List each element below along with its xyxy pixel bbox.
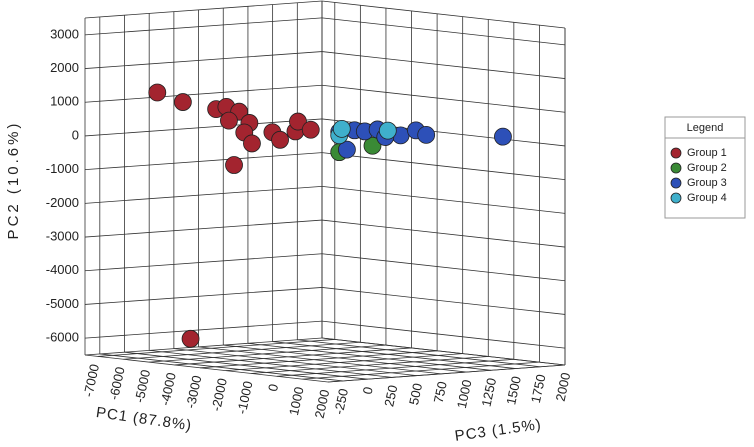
grid-line [99,353,343,382]
legend-title: Legend [687,122,724,134]
x-tick-label: 2000 [312,388,333,419]
y-tick-label: -5000 [46,296,79,311]
grid-line [84,84,323,103]
y-tick-label: 3000 [50,26,79,41]
grid-line [124,351,368,380]
data-point [225,156,243,174]
grid-line [84,185,323,204]
data-point [173,93,192,111]
legend-label: Group 4 [687,192,727,204]
data-point [363,136,382,155]
y-tick-label: 1000 [50,94,79,109]
grid-line [276,358,514,377]
z-tick-label: 1000 [454,378,475,409]
y-tick-label: -6000 [46,330,79,345]
grid-line [84,17,323,36]
grid-line [327,364,566,383]
y-tick-label: 2000 [50,60,79,75]
grid-line [321,337,566,366]
legend-label: Group 1 [687,147,727,159]
x-tick-label: 0 [265,383,281,393]
y-tick-label: -1000 [46,161,79,176]
z-tick-label: 500 [406,382,425,406]
grid-line [84,320,323,339]
grid-line [84,253,323,272]
x-tick-label: -6000 [106,365,128,401]
data-point [301,120,320,139]
legend-marker [670,177,682,189]
z-tick-label: 0 [360,385,376,395]
grid-line [84,51,323,69]
grid-line [223,344,467,373]
grid-line [302,361,540,380]
grid-line [321,320,566,349]
data-point [148,83,167,102]
x-tick-label: -7000 [81,363,103,399]
data-point [289,112,307,131]
data-point [220,111,238,130]
z-tick-label: 1750 [528,373,549,404]
data-point [181,329,200,348]
legend-label: Group 3 [687,177,727,189]
grid-line [321,185,566,214]
z-tick-label: -250 [331,387,351,416]
data-point [332,119,351,138]
grid-line [297,339,541,368]
data-point [378,121,397,140]
grid-line [321,219,566,248]
grid-line [198,346,442,375]
x-tick-label: -3000 [183,374,205,410]
data-point [337,140,356,159]
box-edge [84,0,323,19]
grid-line [247,342,491,371]
grid-line [321,253,566,282]
grid-line [173,348,417,377]
z-tick-label: 2000 [553,371,574,402]
grid-line [84,118,323,137]
grid-line [84,219,323,238]
z-tick-label: 750 [431,380,450,404]
data-point [271,130,289,149]
grid-line [149,349,393,378]
z-tick-label: 1500 [503,375,524,406]
data-point [417,125,436,144]
y-tick-label: -3000 [46,228,79,243]
y-tick-label: -2000 [46,195,79,210]
x-tick-label: -1000 [234,380,256,416]
legend-marker [670,192,682,204]
z-tick-label: 1250 [479,377,500,408]
grid-line [84,287,323,305]
box-edge [321,0,566,29]
grid-line [321,287,566,315]
y-axis-title: PC2 (10.6%) [5,121,22,240]
x-tick-label: 1000 [286,385,307,416]
legend-marker [670,162,682,174]
z-axis-title: PC3 (1.5%) [454,416,543,445]
x-axis-title: PC1 (87.8%) [95,404,193,434]
legend-label: Group 2 [687,162,727,174]
grid-line [321,17,566,46]
y-tick-label: -4000 [46,262,79,277]
grid-line [321,84,566,113]
grid-line [321,51,566,79]
grid-line [272,341,516,369]
z-tick-label: 250 [381,384,400,408]
grid-line [321,152,566,181]
legend-marker [670,147,682,159]
x-tick-label: -5000 [132,368,154,404]
x-tick-label: -2000 [208,377,230,413]
y-tick-label: 0 [72,127,79,142]
x-tick-label: -4000 [157,371,179,407]
data-point [494,127,512,146]
grid-line [84,152,323,171]
data-point [243,134,261,153]
